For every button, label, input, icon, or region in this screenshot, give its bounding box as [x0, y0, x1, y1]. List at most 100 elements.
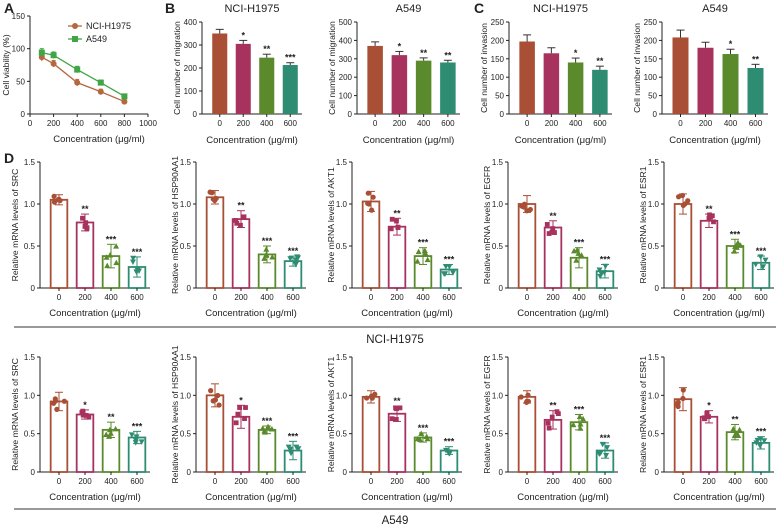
significance-mark: ***: [756, 427, 767, 437]
replicate-dot: [521, 204, 527, 210]
bar: [440, 62, 456, 114]
replicate-dot: [680, 395, 686, 402]
y-tick-label: 1.5: [492, 158, 504, 167]
significance-mark: ***: [288, 431, 299, 441]
replicate-dot: [546, 425, 552, 431]
replicate-dot: [711, 219, 716, 225]
x-tick-label: 0: [681, 293, 686, 302]
x-axis-title: Concentration (μg/ml): [53, 134, 145, 145]
bar-group-400: *** 400: [101, 234, 121, 302]
bar-group-400: ** 400: [415, 48, 432, 128]
y-tick-label: 0.5: [648, 242, 660, 251]
bar-group-0: 0: [49, 391, 69, 486]
significance-mark: ***: [132, 421, 143, 431]
bar: [415, 60, 432, 114]
y-axis-title: Relative mRNA levels of SRC: [10, 169, 20, 282]
significance-mark: *: [241, 30, 245, 40]
replicate-dot: [577, 420, 584, 427]
group-label-a549: A549: [382, 515, 409, 527]
significance-mark: *: [707, 401, 711, 411]
replicate-dot: [449, 270, 456, 276]
replicate-dot: [549, 229, 555, 235]
bar: [282, 65, 298, 114]
replicate-dot: [736, 426, 743, 433]
replicate-dot: [287, 256, 294, 262]
replicate-dot: [518, 394, 524, 400]
x-tick-label: 200: [546, 293, 560, 302]
x-tick-label: 200: [702, 293, 716, 302]
replicate-dot: [213, 195, 219, 202]
bar-group-600: *** 600: [595, 433, 615, 486]
x-tick-label: 0: [213, 293, 218, 302]
replicate-dot: [388, 226, 394, 232]
bar-group-400: *** 400: [569, 238, 589, 302]
bar: [361, 395, 381, 473]
data-point: [50, 52, 57, 59]
bar: [231, 218, 251, 289]
x-tick-label: 0: [373, 119, 378, 128]
significance-mark: ***: [418, 423, 429, 433]
x-axis-title: Concentration (μg/ml): [206, 135, 298, 146]
x-axis-title: Concentration (μg/ml): [205, 308, 297, 319]
replicate-dot: [418, 430, 425, 437]
x-tick-label: 400: [104, 293, 118, 302]
bar: [697, 47, 714, 115]
bar: [517, 203, 537, 289]
y-axis-title: Relative mRNA levels of AKT1: [326, 356, 336, 472]
replicate-dot: [269, 254, 276, 260]
significance-mark: **: [107, 412, 115, 422]
replicate-dot: [414, 258, 421, 264]
replicate-dot: [552, 230, 557, 235]
bar: [699, 219, 719, 289]
replicate-dot: [603, 452, 610, 459]
y-tick-label: 1.5: [180, 158, 192, 167]
bar-group-200: ** 200: [387, 396, 407, 486]
x-axis-title: Concentration (μg/ml): [673, 492, 765, 503]
replicate-dot: [389, 416, 395, 422]
replicate-dot: [701, 415, 707, 421]
replicate-dot: [573, 257, 580, 263]
significance-mark: **: [596, 56, 604, 66]
replicate-dot: [130, 255, 137, 262]
replicate-dot: [113, 259, 120, 266]
panel-letter-d: D: [4, 150, 14, 166]
replicate-dot: [103, 254, 110, 260]
bar: [699, 415, 719, 473]
replicate-dot: [129, 259, 136, 266]
replicate-dot: [397, 405, 403, 411]
replicate-dot: [575, 250, 582, 256]
x-tick-label: 400: [71, 119, 85, 128]
x-tick-label: 0: [369, 477, 374, 486]
bar-group-600: ** 600: [747, 54, 764, 128]
bar: [235, 43, 251, 114]
bar-group-600: *** 600: [595, 254, 615, 302]
series-line: [41, 51, 125, 97]
significance-mark: **: [237, 201, 245, 211]
bar-group-400: ** 400: [259, 44, 275, 128]
replicate-dot: [732, 243, 739, 250]
x-tick-label: 400: [260, 293, 274, 302]
bar-group-600: *** 600: [127, 247, 147, 302]
replicate-dot: [704, 410, 710, 416]
y-tick-label: 50: [648, 92, 657, 101]
y-tick-label: 400: [339, 36, 353, 45]
y-axis-title: Cell number of invasion: [632, 23, 642, 113]
x-tick-label: 600: [598, 293, 612, 302]
bar: [205, 196, 225, 289]
x-tick-label: 0: [681, 477, 686, 486]
replicate-dot: [128, 432, 135, 438]
x-tick-label: 600: [130, 293, 144, 302]
significance-mark: *: [83, 400, 87, 410]
replicate-dot: [415, 248, 422, 255]
replicate-dot: [106, 433, 113, 439]
x-tick-label: 1000: [139, 119, 157, 128]
x-tick-label: 0: [218, 119, 223, 128]
replicate-dot: [525, 398, 531, 404]
y-tick-label: 0: [31, 468, 36, 477]
bar-group-200: * 200: [231, 395, 251, 486]
x-tick-label: 600: [749, 119, 763, 128]
replicate-dot: [261, 255, 268, 261]
replicate-dot: [365, 190, 371, 196]
bar-group-0: 0: [519, 34, 535, 128]
